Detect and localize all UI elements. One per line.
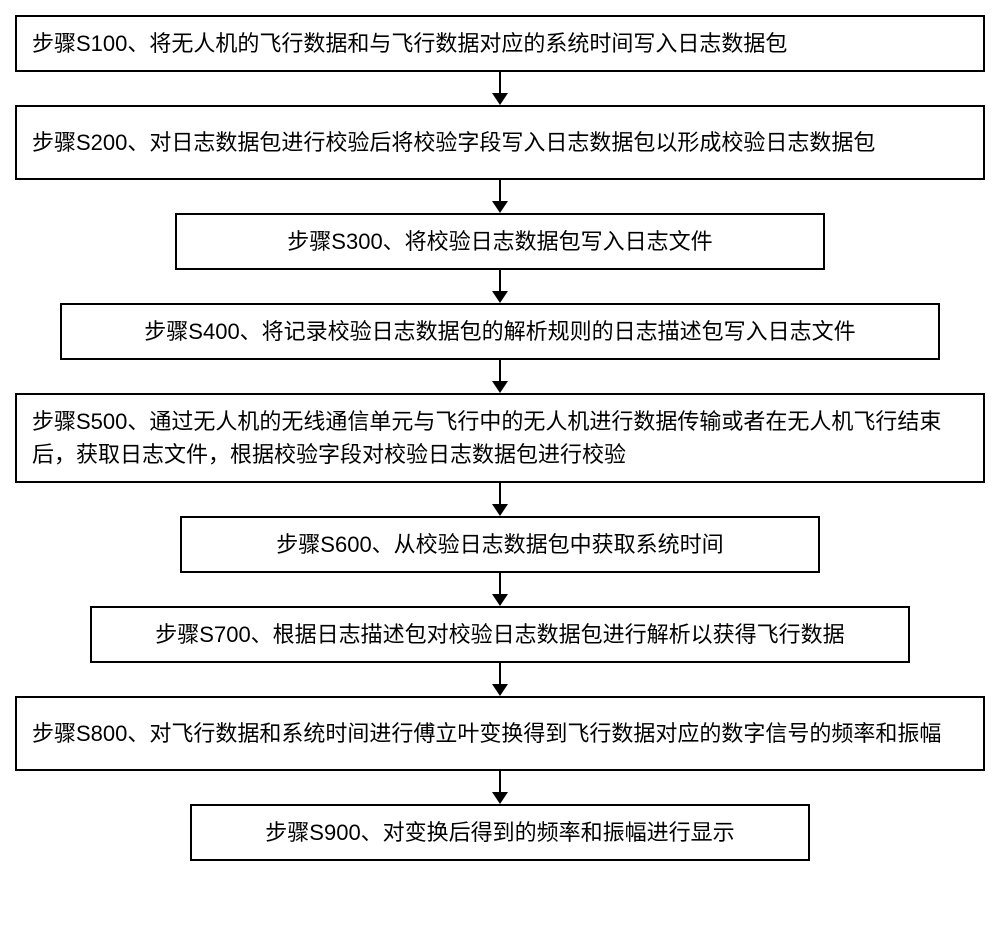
arrow-head-icon (492, 93, 508, 105)
arrow-head-icon (492, 684, 508, 696)
step-text: 步骤S800、对飞行数据和系统时间进行傅立叶变换得到飞行数据对应的数字信号的频率… (32, 717, 941, 750)
arrow-head-icon (492, 594, 508, 606)
arrow-head-icon (492, 201, 508, 213)
step-s100: 步骤S100、将无人机的飞行数据和与飞行数据对应的系统时间写入日志数据包 (15, 15, 985, 72)
step-text: 步骤S600、从校验日志数据包中获取系统时间 (276, 528, 723, 561)
arrow-head-icon (492, 504, 508, 516)
step-text: 步骤S700、根据日志描述包对校验日志数据包进行解析以获得飞行数据 (155, 618, 844, 651)
arrow-connector (492, 360, 508, 393)
arrow-connector (492, 483, 508, 516)
arrow-head-icon (492, 381, 508, 393)
arrow-line (499, 72, 501, 94)
arrow-line (499, 360, 501, 382)
arrow-line (499, 663, 501, 685)
step-s300: 步骤S300、将校验日志数据包写入日志文件 (175, 213, 825, 270)
step-text: 步骤S500、通过无人机的无线通信单元与飞行中的无人机进行数据传输或者在无人机飞… (32, 405, 968, 471)
arrow-head-icon (492, 792, 508, 804)
arrow-line (499, 270, 501, 292)
step-text: 步骤S900、对变换后得到的频率和振幅进行显示 (265, 816, 734, 849)
step-s600: 步骤S600、从校验日志数据包中获取系统时间 (180, 516, 820, 573)
step-s400: 步骤S400、将记录校验日志数据包的解析规则的日志描述包写入日志文件 (60, 303, 940, 360)
arrow-line (499, 573, 501, 595)
step-s500: 步骤S500、通过无人机的无线通信单元与飞行中的无人机进行数据传输或者在无人机飞… (15, 393, 985, 483)
step-text: 步骤S400、将记录校验日志数据包的解析规则的日志描述包写入日志文件 (144, 315, 855, 348)
arrow-head-icon (492, 291, 508, 303)
step-text: 步骤S300、将校验日志数据包写入日志文件 (287, 225, 712, 258)
arrow-connector (492, 771, 508, 804)
arrow-connector (492, 72, 508, 105)
step-s200: 步骤S200、对日志数据包进行校验后将校验字段写入日志数据包以形成校验日志数据包 (15, 105, 985, 180)
arrow-connector (492, 180, 508, 213)
arrow-line (499, 180, 501, 202)
step-s800: 步骤S800、对飞行数据和系统时间进行傅立叶变换得到飞行数据对应的数字信号的频率… (15, 696, 985, 771)
arrow-connector (492, 663, 508, 696)
arrow-line (499, 771, 501, 793)
arrow-connector (492, 573, 508, 606)
step-s700: 步骤S700、根据日志描述包对校验日志数据包进行解析以获得飞行数据 (90, 606, 910, 663)
flowchart-container: 步骤S100、将无人机的飞行数据和与飞行数据对应的系统时间写入日志数据包 步骤S… (15, 15, 985, 861)
step-s900: 步骤S900、对变换后得到的频率和振幅进行显示 (190, 804, 810, 861)
arrow-connector (492, 270, 508, 303)
step-text: 步骤S100、将无人机的飞行数据和与飞行数据对应的系统时间写入日志数据包 (32, 27, 787, 60)
step-text: 步骤S200、对日志数据包进行校验后将校验字段写入日志数据包以形成校验日志数据包 (32, 126, 875, 159)
arrow-line (499, 483, 501, 505)
